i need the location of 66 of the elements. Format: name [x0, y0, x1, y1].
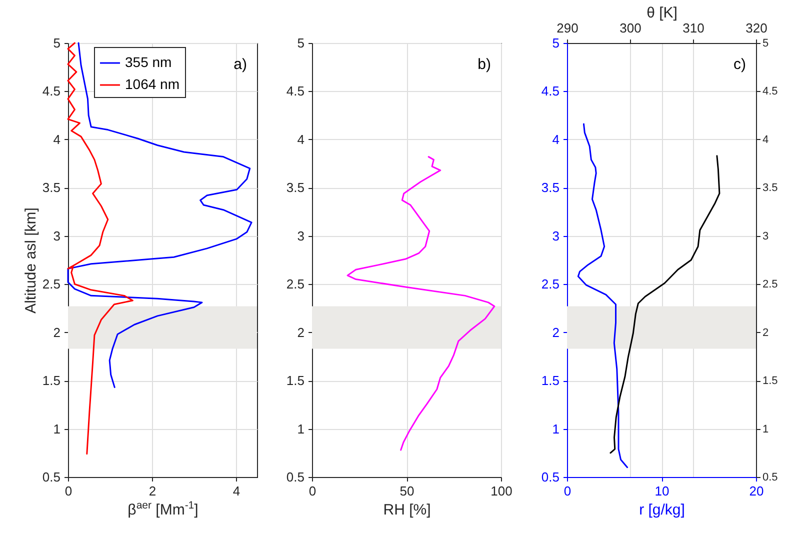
x-tick-label: 100 — [490, 484, 512, 498]
y-tick-label: 2 — [297, 324, 304, 340]
x-axis-title: RH [%] — [383, 502, 431, 518]
line-series — [577, 123, 628, 468]
x-tick-label: 0 — [64, 484, 72, 498]
legend-label: 355 nm — [125, 54, 172, 70]
y2-tick-label: 1.5 — [762, 375, 778, 388]
x2-tick-label: 310 — [682, 20, 704, 36]
y-tick-label: 5 — [53, 36, 60, 50]
x-tick-label: 0 — [564, 484, 572, 498]
y-tick-label: 0.5 — [541, 470, 560, 484]
y-tick-label: 5 — [297, 36, 304, 50]
y2-tick-label: 4.5 — [762, 86, 778, 98]
y-tick-label: 1.5 — [42, 373, 60, 388]
y-tick-label: 4.5 — [286, 84, 304, 99]
y2-tick-label: 5 — [762, 38, 769, 50]
y2-tick-label: 4 — [762, 134, 769, 146]
line-series — [67, 42, 252, 388]
y-tick-label: 2 — [53, 324, 60, 340]
y-tick-label: 0.5 — [42, 470, 60, 484]
x2-tick-label: 300 — [620, 20, 642, 36]
y-tick-label: 3 — [53, 228, 60, 244]
y-tick-label: 2.5 — [42, 276, 60, 292]
x2-axis-title: θ [K] — [646, 4, 678, 22]
y2-tick-label: 2.5 — [762, 278, 778, 291]
annotation: b) — [478, 56, 491, 73]
y-tick-label: 4 — [552, 132, 560, 147]
x-axis-title: r [g/kg] — [639, 502, 685, 518]
x-axis-title: β$^{aer}$ [Mm$^{-1}$] — [128, 500, 198, 518]
x-tick-label: 20 — [749, 484, 764, 498]
y2-tick-label: 2 — [762, 326, 769, 339]
line-series — [346, 156, 496, 451]
y2-tick-label: 3 — [762, 230, 769, 242]
x-tick-label: 0 — [308, 484, 316, 498]
x2-tick-label: 320 — [746, 20, 768, 36]
x2-tick-label: 290 — [556, 20, 578, 36]
y-tick-label: 1.5 — [541, 373, 560, 388]
y-tick-label: 4.5 — [541, 84, 560, 99]
y-tick-label: 2.5 — [541, 276, 560, 292]
y-axis-title: Altitude asl [km] — [22, 208, 40, 314]
y-tick-label: 1 — [297, 421, 304, 436]
y-tick-label: 1 — [552, 421, 560, 436]
y-tick-label: 5 — [552, 36, 560, 50]
y-tick-label: 1 — [53, 421, 60, 436]
annotation: a) — [234, 56, 247, 73]
y2-tick-label: 1 — [762, 423, 769, 436]
x-tick-label: 50 — [400, 484, 414, 498]
y-tick-label: 4 — [53, 132, 60, 147]
y-tick-label: 2.5 — [286, 276, 304, 292]
y-tick-label: 3.5 — [42, 180, 60, 196]
y-tick-label: 4.5 — [42, 84, 60, 99]
legend-label: 1064 nm — [125, 76, 180, 92]
y-tick-label: 3 — [552, 228, 560, 244]
y2-tick-label: 0.5 — [762, 472, 778, 484]
x-tick-label: 4 — [232, 484, 240, 498]
y-tick-label: 3 — [297, 228, 304, 244]
y-tick-label: 4 — [297, 132, 304, 147]
x-tick-label: 10 — [654, 484, 670, 498]
y-tick-label: 1.5 — [286, 373, 304, 388]
y-tick-label: 0.5 — [286, 470, 304, 484]
annotation: c) — [734, 56, 746, 73]
y2-tick-label: 3.5 — [762, 182, 778, 194]
x-tick-label: 2 — [148, 484, 156, 498]
y-tick-label: 3.5 — [541, 180, 560, 196]
y-tick-label: 2 — [552, 324, 560, 340]
y-tick-label: 3.5 — [286, 180, 304, 196]
